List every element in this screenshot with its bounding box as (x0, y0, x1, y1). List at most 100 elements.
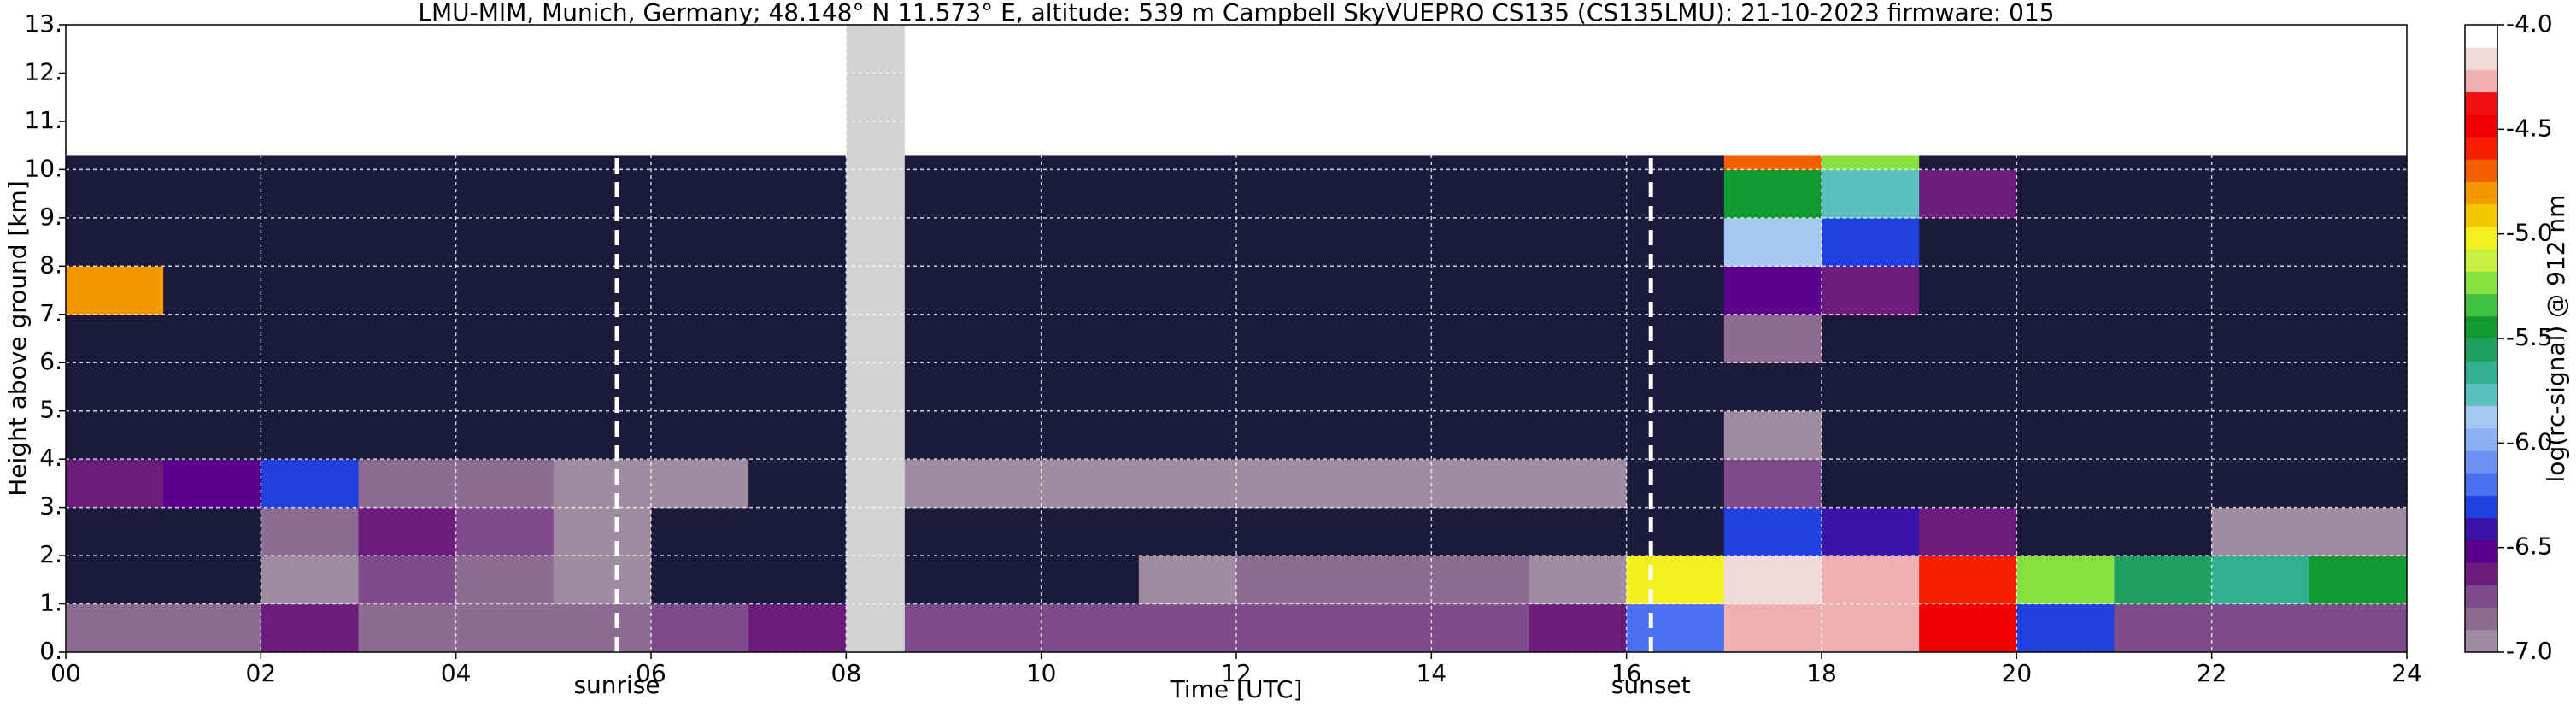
heatmap-cell (358, 362, 457, 412)
heatmap-cell (66, 169, 164, 219)
heatmap-cell (358, 155, 457, 170)
heatmap-cell (2309, 217, 2408, 267)
x-tick-label: 22 (2197, 659, 2227, 687)
heatmap-cell (748, 556, 847, 605)
heatmap-cell (1919, 155, 2017, 170)
heatmap-cell (1529, 266, 1628, 315)
x-tick-label: 06 (636, 659, 666, 687)
heatmap-cell (1138, 507, 1237, 556)
heatmap-cell (1041, 507, 1140, 556)
colorbar-swatch (2465, 69, 2497, 93)
heatmap-cell (358, 217, 457, 267)
heatmap-cell (1822, 266, 1920, 315)
colorbar-tick-label: -4.5 (2506, 114, 2553, 142)
heatmap-cell (163, 217, 261, 267)
heatmap-cell (1626, 507, 1725, 556)
heatmap-cell (2211, 155, 2310, 170)
heatmap-cell (1236, 459, 1335, 509)
heatmap-cell (2016, 169, 2115, 219)
heatmap-cell (1431, 459, 1529, 509)
colorbar-swatch (2465, 47, 2497, 70)
heatmap-cell (2016, 459, 2115, 509)
heatmap-cell (1138, 362, 1237, 412)
heatmap-cell (261, 169, 359, 219)
heatmap-cell (1723, 459, 1822, 509)
heatmap-cell (2211, 410, 2310, 460)
heatmap-cell (455, 556, 555, 605)
heatmap-cell (1919, 362, 2017, 412)
colorbar-tick-label: -7.0 (2506, 637, 2553, 665)
heatmap-cell (1041, 314, 1140, 363)
heatmap-cell (1822, 459, 1920, 509)
colorbar-swatch (2465, 315, 2497, 339)
heatmap-cell (1334, 362, 1432, 412)
heatmap-cell (2016, 410, 2115, 460)
heatmap-cell (1529, 507, 1628, 556)
heatmap-cell (1138, 169, 1237, 219)
heatmap-cell (943, 410, 1042, 460)
heatmap-cell (163, 603, 261, 653)
heatmap-cell (748, 603, 847, 653)
heatmap-cell (1431, 362, 1529, 412)
colorbar-swatch (2465, 405, 2497, 429)
heatmap-cell (1723, 410, 1822, 460)
x-tick-label: 04 (441, 659, 472, 687)
heatmap-cell (651, 603, 749, 653)
heatmap-cell (651, 314, 749, 363)
heatmap-cell (1138, 410, 1237, 460)
heatmap-cell (2016, 362, 2115, 412)
heatmap-cell (1236, 507, 1335, 556)
heatmap-cell (553, 266, 652, 315)
heatmap-cell (2114, 169, 2213, 219)
heatmap-cell (2211, 603, 2310, 653)
heatmap-cell (1822, 217, 1920, 267)
heatmap-cell (748, 217, 847, 267)
heatmap-cell (455, 266, 555, 315)
heatmap-cell (1723, 217, 1822, 267)
heatmap-cell (2309, 362, 2408, 412)
heatmap-cell (651, 266, 749, 315)
colorbar-tick-label: -5.5 (2506, 323, 2553, 351)
heatmap-cell (651, 169, 749, 219)
heatmap-cell (553, 603, 652, 653)
y-tick-label: 6. (39, 347, 62, 375)
heatmap-cell (1334, 556, 1432, 605)
colorbar-swatch (2465, 181, 2497, 205)
heatmap-cell (1041, 266, 1140, 315)
heatmap-cell (2114, 266, 2213, 315)
heatmap-cell (163, 266, 261, 315)
colorbar-swatch (2465, 562, 2497, 585)
heatmap-cell (261, 410, 359, 460)
heatmap-cell (1334, 410, 1432, 460)
heatmap-cell (1626, 556, 1725, 605)
colorbar-swatch (2465, 338, 2497, 362)
heatmap-cell (455, 603, 555, 653)
heatmap-cell (2211, 362, 2310, 412)
heatmap-cell (2309, 507, 2408, 556)
heatmap-cell (748, 507, 847, 556)
heatmap-cell (66, 459, 164, 509)
heatmap-cell (553, 362, 652, 412)
heatmap-cell (2309, 410, 2408, 460)
heatmap-cell (1822, 410, 1920, 460)
heatmap-cell (1334, 507, 1432, 556)
heatmap-cell (66, 410, 164, 460)
heatmap-cell (748, 266, 847, 315)
y-tick-label: 5. (39, 396, 62, 424)
y-tick-label: 13. (24, 9, 62, 38)
heatmap-cell (2211, 314, 2310, 363)
heatmap-cell (1236, 556, 1335, 605)
heatmap-cell (261, 314, 359, 363)
heatmap-cell (1236, 266, 1335, 315)
heatmap-cell (2114, 362, 2213, 412)
colorbar-swatch (2465, 450, 2497, 474)
chart-title: LMU-MIM, Munich, Germany; 48.148° N 11.5… (418, 0, 2054, 26)
heatmap-cell (1626, 410, 1725, 460)
heatmap-cell (1236, 362, 1335, 412)
y-tick-label: 9. (39, 203, 62, 231)
colorbar-tick-label: -5.0 (2506, 219, 2553, 247)
heatmap-cell (261, 459, 359, 509)
colorbar-label: log(rc-signal) @ 912 nm (2542, 195, 2570, 483)
heatmap-cell (2114, 556, 2213, 605)
colorbar-swatch (2465, 585, 2497, 609)
